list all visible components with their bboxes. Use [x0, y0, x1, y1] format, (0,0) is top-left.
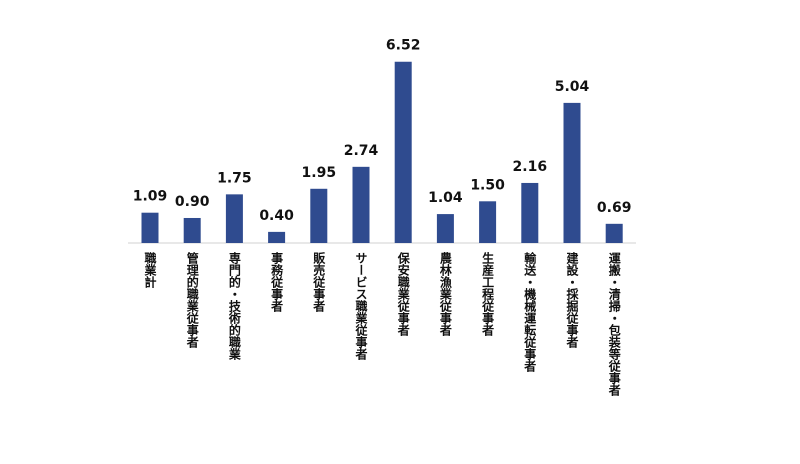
bar [521, 182, 539, 243]
category-label: 職業計 [143, 251, 157, 289]
category-label: 事務従事者 [270, 251, 284, 313]
category-label: 運搬・清掃・包装等従事者 [607, 252, 621, 397]
value-label: 0.40 [259, 208, 294, 224]
value-label: 1.95 [302, 165, 337, 181]
bar [394, 61, 412, 243]
value-label: 5.04 [555, 79, 590, 95]
bar [183, 217, 201, 243]
value-label: 2.74 [344, 143, 379, 159]
value-label: 1.09 [133, 189, 168, 205]
category-label: 農林漁業従事者 [438, 251, 452, 337]
bar [141, 212, 159, 243]
category-label: 管理的職業従事者 [185, 251, 199, 349]
category-label: 専門的・技術的職業 [227, 251, 241, 361]
category-label: サービス職業従事者 [354, 252, 368, 361]
value-label: 1.75 [217, 170, 252, 186]
category-label: 販売従事者 [312, 251, 326, 313]
value-label: 1.04 [428, 190, 463, 206]
value-label: 0.69 [597, 200, 632, 216]
category-label: 建設・採掘従事者 [565, 251, 579, 349]
category-label: 輸送・機械運転従事者 [523, 251, 537, 373]
bar [479, 201, 497, 243]
bar [563, 102, 581, 243]
value-label: 2.16 [513, 159, 548, 175]
bar [436, 214, 454, 243]
bar [268, 231, 286, 243]
value-label: 1.50 [470, 177, 505, 193]
bar [310, 188, 328, 243]
bar [352, 166, 370, 243]
category-label: 保安職業従事者 [396, 251, 410, 337]
value-label: 6.52 [386, 38, 421, 54]
bar [225, 194, 243, 243]
bar [605, 223, 623, 243]
category-label: 生産工程従事者 [481, 251, 495, 337]
value-label: 0.90 [175, 194, 210, 210]
